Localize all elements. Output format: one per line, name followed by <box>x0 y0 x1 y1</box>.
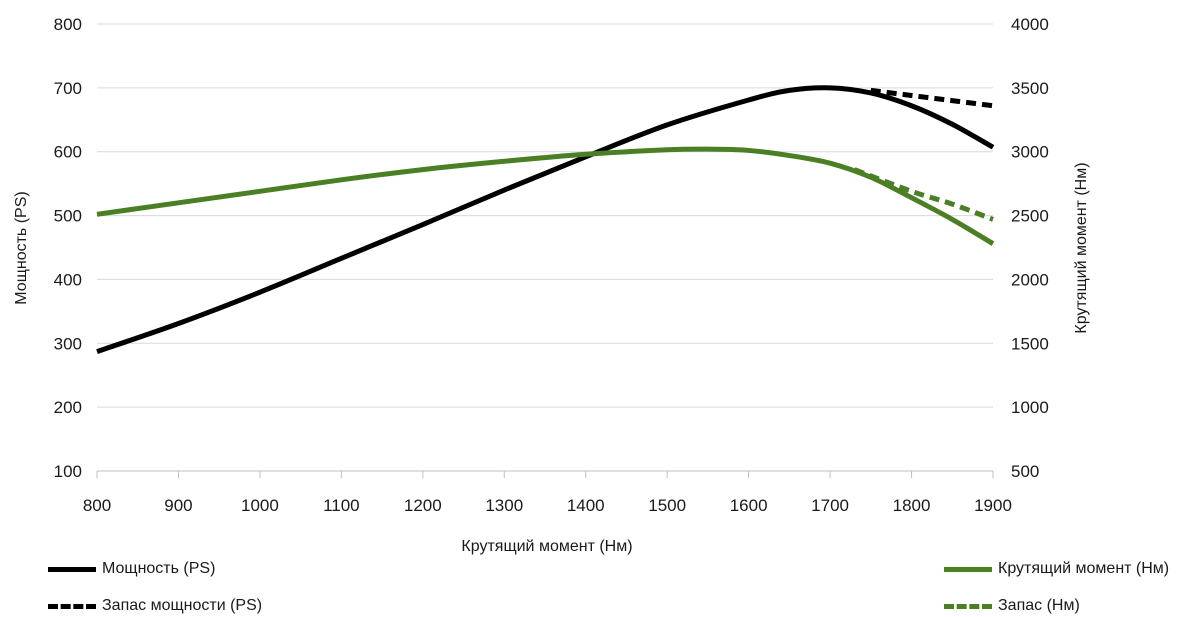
legend-item-power-reserve: Запас мощности (PS) <box>48 597 262 615</box>
left-y-axis-title: Мощность (PS) <box>13 191 30 304</box>
left-y-tick-label: 800 <box>54 15 82 34</box>
dashed-power-line <box>870 87 994 109</box>
right-y-axis-title: Крутящий момент (Нм) <box>1073 162 1090 333</box>
right-y-tick-label: 4000 <box>1011 15 1049 34</box>
series-lines <box>96 85 995 354</box>
right-y-tick-label: 1500 <box>1011 334 1049 353</box>
left-y-tick-label: 500 <box>54 207 82 226</box>
x-tick-label: 1600 <box>730 496 768 515</box>
right-y-axis-ticks: 500 1000 1500 2000 2500 3000 3500 4000 <box>1011 15 1049 481</box>
gridlines <box>96 23 994 478</box>
x-tick-label: 1700 <box>811 496 849 515</box>
left-y-tick-label: 600 <box>54 143 82 162</box>
solid-power-line <box>96 85 995 354</box>
left-y-tick-label: 400 <box>54 270 82 289</box>
legend-swatch-solid-black <box>48 566 96 572</box>
legend-label: Запас (Нм) <box>998 597 1080 614</box>
x-tick-label: 1800 <box>893 496 931 515</box>
legend-item-power: Мощность (PS) <box>48 560 215 578</box>
legend-label: Запас мощности (PS) <box>102 597 263 614</box>
x-tick-label: 1500 <box>648 496 686 515</box>
x-tick-label: 1200 <box>404 496 442 515</box>
left-y-tick-label: 300 <box>54 334 82 353</box>
legend-swatch-dashed-black <box>48 603 96 609</box>
left-y-axis-ticks: 100 200 300 400 500 600 700 800 <box>54 15 82 481</box>
x-tick-label: 900 <box>164 496 192 515</box>
legend-label: Крутящий момент (Нм) <box>998 560 1170 577</box>
legend-swatch-solid-green <box>944 566 992 572</box>
right-y-tick-label: 500 <box>1011 462 1039 481</box>
legend-swatch-dashed-green <box>944 603 992 609</box>
solid-torque-line <box>96 146 995 246</box>
left-y-tick-label: 200 <box>54 398 82 417</box>
x-axis-title: Крутящий момент (Нм) <box>461 538 632 555</box>
right-y-tick-label: 2500 <box>1011 207 1049 226</box>
x-tick-label: 1900 <box>974 496 1012 515</box>
x-axis-ticks: 800 900 1000 1100 1200 1300 1400 1500 1600 1700 18… <box>83 496 1012 515</box>
legend-item-torque-reserve: Запас (Нм) <box>944 597 1080 615</box>
right-y-tick-label: 2000 <box>1011 270 1049 289</box>
x-tick-label: 800 <box>83 496 111 515</box>
right-y-tick-label: 1000 <box>1011 398 1049 417</box>
legend-item-torque: Крутящий момент (Нм) <box>944 560 1169 578</box>
right-y-tick-label: 3500 <box>1011 79 1049 98</box>
dashed-torque-line <box>853 167 994 222</box>
x-tick-label: 1000 <box>241 496 279 515</box>
legend-label: Мощность (PS) <box>102 560 216 577</box>
x-tick-label: 1100 <box>323 496 360 515</box>
left-y-tick-label: 700 <box>54 79 82 98</box>
x-tick-label: 1300 <box>485 496 523 515</box>
right-y-tick-label: 3000 <box>1011 143 1049 162</box>
x-tick-label: 1400 <box>567 496 605 515</box>
left-y-tick-label: 100 <box>54 462 82 481</box>
